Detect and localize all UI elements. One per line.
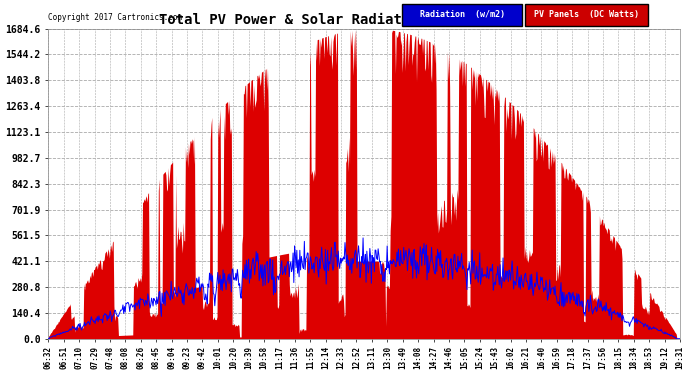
FancyBboxPatch shape xyxy=(525,4,649,26)
Title: Total PV Power & Solar Radiation Thu Apr 13 19:36: Total PV Power & Solar Radiation Thu Apr… xyxy=(159,13,569,27)
Text: Copyright 2017 Cartronics.com: Copyright 2017 Cartronics.com xyxy=(48,13,183,22)
Text: Radiation  (w/m2): Radiation (w/m2) xyxy=(420,10,504,19)
Text: PV Panels  (DC Watts): PV Panels (DC Watts) xyxy=(534,10,639,19)
FancyBboxPatch shape xyxy=(402,4,522,26)
